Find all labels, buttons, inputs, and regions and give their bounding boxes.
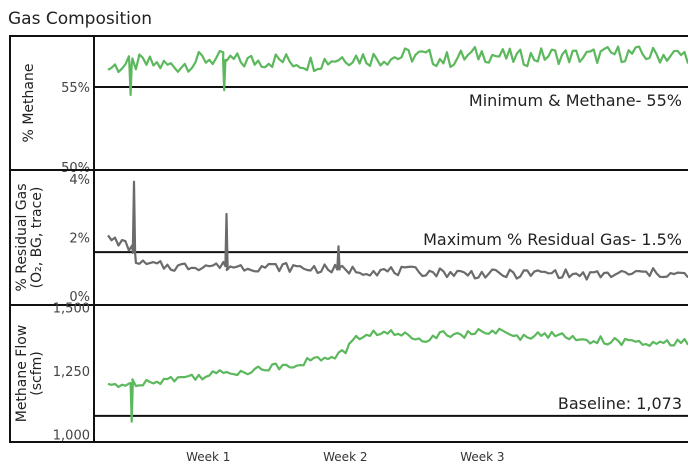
series-line (107, 45, 688, 97)
y-tick-label: 0% (69, 290, 90, 305)
y-tick-label: 55% (61, 81, 90, 96)
x-tick-label: Week 2 (323, 450, 367, 463)
x-tick-label: Week 3 (460, 450, 504, 463)
threshold-label: Minimum & Methane- 55% (469, 91, 682, 110)
y-tick-label: 1,250 (53, 365, 90, 380)
series-line (107, 180, 688, 281)
y-tick-label: 4% (69, 173, 90, 188)
chart-title: Gas Composition (8, 9, 153, 29)
series-line (107, 327, 688, 423)
y-tick-label: 1,000 (53, 428, 90, 443)
y-axis-label-units: (scfm) (29, 351, 45, 395)
y-tick-label: 1,500 (53, 302, 90, 317)
y-axis-label: % Methane (21, 64, 37, 143)
y-axis-label: % Residual Gas (14, 183, 30, 291)
y-axis-label-units: (O₂, BG, trace) (29, 187, 45, 289)
x-tick-label: Week 1 (186, 450, 230, 463)
panel-frame (9, 304, 688, 443)
threshold-label: Baseline: 1,073 (558, 394, 682, 413)
y-tick-label: 50% (61, 161, 90, 176)
y-tick-label: 2% (69, 232, 90, 247)
threshold-label: Maximum % Residual Gas- 1.5% (423, 230, 682, 249)
y-axis-label: Methane Flow (14, 325, 30, 423)
